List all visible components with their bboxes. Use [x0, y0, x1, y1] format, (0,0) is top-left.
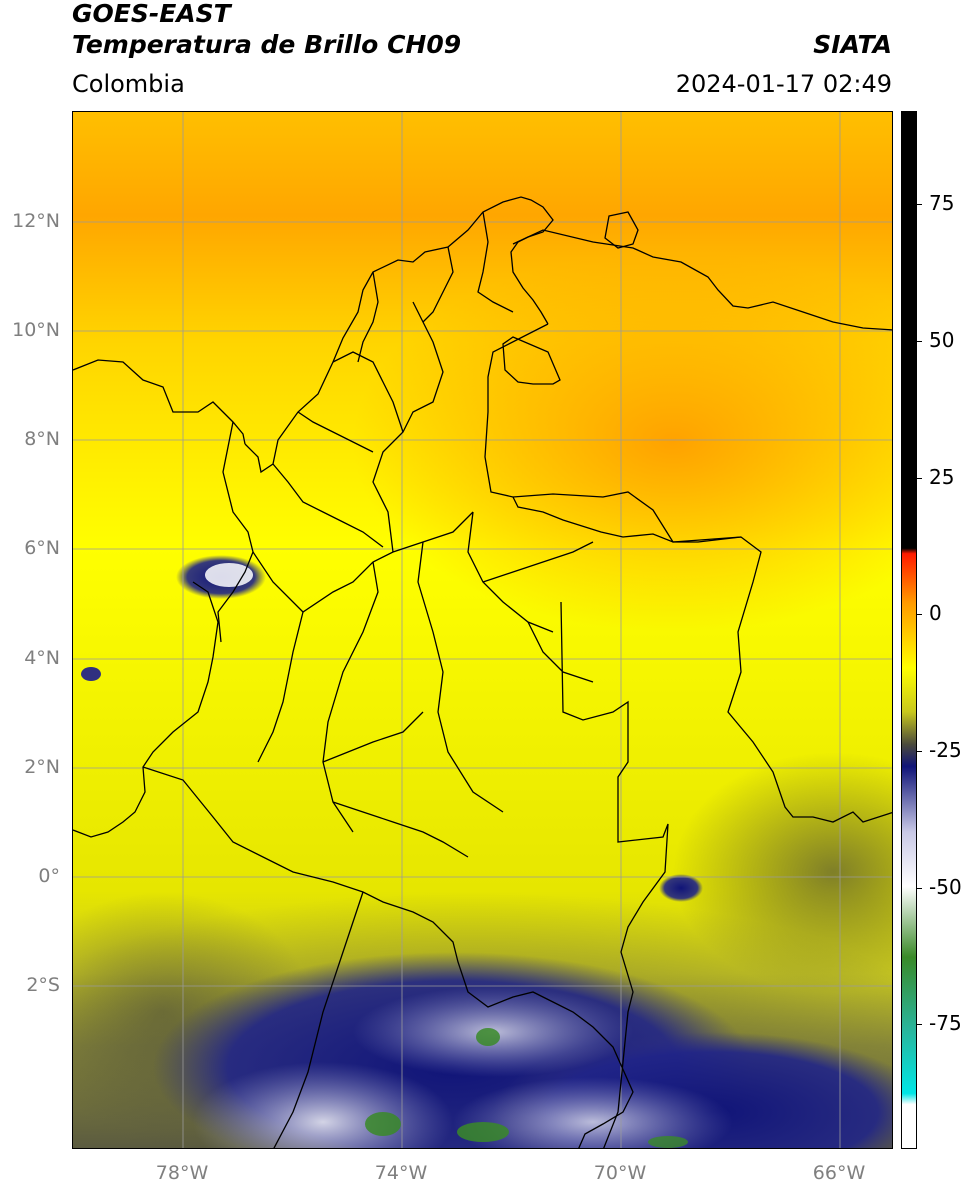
lat-label-4n: 4°N [24, 647, 60, 669]
title-product: Temperatura de Brillo CH09 [72, 30, 462, 59]
lat-label-12n: 12°N [12, 210, 60, 232]
cold-cloud-tops [81, 555, 892, 1148]
timestamp: 2024-01-17 02:49 [675, 70, 892, 98]
lat-label-8n: 8°N [24, 428, 60, 450]
colorbar-label-50: 50 [929, 328, 955, 352]
borders-and-coastlines [73, 196, 892, 1148]
subtitle-region: Colombia [72, 70, 185, 98]
lat-label-2n: 2°N [24, 756, 60, 778]
lon-label-78w: 78°W [155, 1162, 209, 1184]
colorbar-tick-0 [917, 614, 922, 615]
title-satellite: GOES-EAST [72, 0, 231, 28]
lon-label-74w: 74°W [374, 1162, 428, 1184]
lon-label-66w: 66°W [812, 1162, 866, 1184]
lat-label-2s: 2°S [26, 974, 60, 996]
map-canvas [73, 112, 892, 1148]
colorbar-label-minus75: -75 [929, 1011, 962, 1035]
warm-region-venezuela [353, 252, 892, 632]
colorbar-label-minus25: -25 [929, 738, 962, 762]
colorbar-tick-minus75 [917, 1024, 922, 1025]
brightness-temperature-map [72, 111, 893, 1149]
lon-label-70w: 70°W [593, 1162, 647, 1184]
colorbar-tick-50 [917, 341, 922, 342]
lat-label-6n: 6°N [24, 537, 60, 559]
colorbar-label-75: 75 [929, 191, 955, 215]
colorbar-label-25: 25 [929, 465, 955, 489]
colorbar-tick-25 [917, 478, 922, 479]
graticule [73, 112, 892, 1148]
agency-label: SIATA [813, 30, 892, 59]
colorbar-tick-minus25 [917, 751, 922, 752]
colorbar [901, 111, 917, 1149]
lat-label-10n: 10°N [12, 319, 60, 341]
colorbar-tick-75 [917, 204, 922, 205]
colorbar-label-minus50: -50 [929, 875, 962, 899]
lat-label-0: 0° [38, 865, 60, 887]
colorbar-label-0: 0 [929, 601, 942, 625]
colorbar-tick-minus50 [917, 888, 922, 889]
